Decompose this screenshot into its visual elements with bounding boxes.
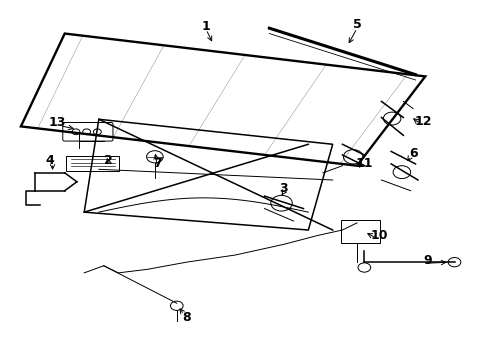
Text: 8: 8 bbox=[182, 311, 191, 324]
Text: 1: 1 bbox=[202, 20, 210, 33]
Text: 4: 4 bbox=[46, 154, 54, 167]
Text: 9: 9 bbox=[423, 254, 432, 267]
Text: 2: 2 bbox=[104, 154, 113, 167]
Text: 11: 11 bbox=[356, 157, 373, 170]
Text: 3: 3 bbox=[280, 183, 288, 195]
Text: 6: 6 bbox=[409, 147, 417, 160]
Text: 10: 10 bbox=[370, 229, 388, 242]
Text: 13: 13 bbox=[49, 116, 66, 129]
Text: 7: 7 bbox=[153, 157, 162, 170]
Text: 5: 5 bbox=[353, 18, 362, 31]
Text: 12: 12 bbox=[414, 114, 432, 127]
